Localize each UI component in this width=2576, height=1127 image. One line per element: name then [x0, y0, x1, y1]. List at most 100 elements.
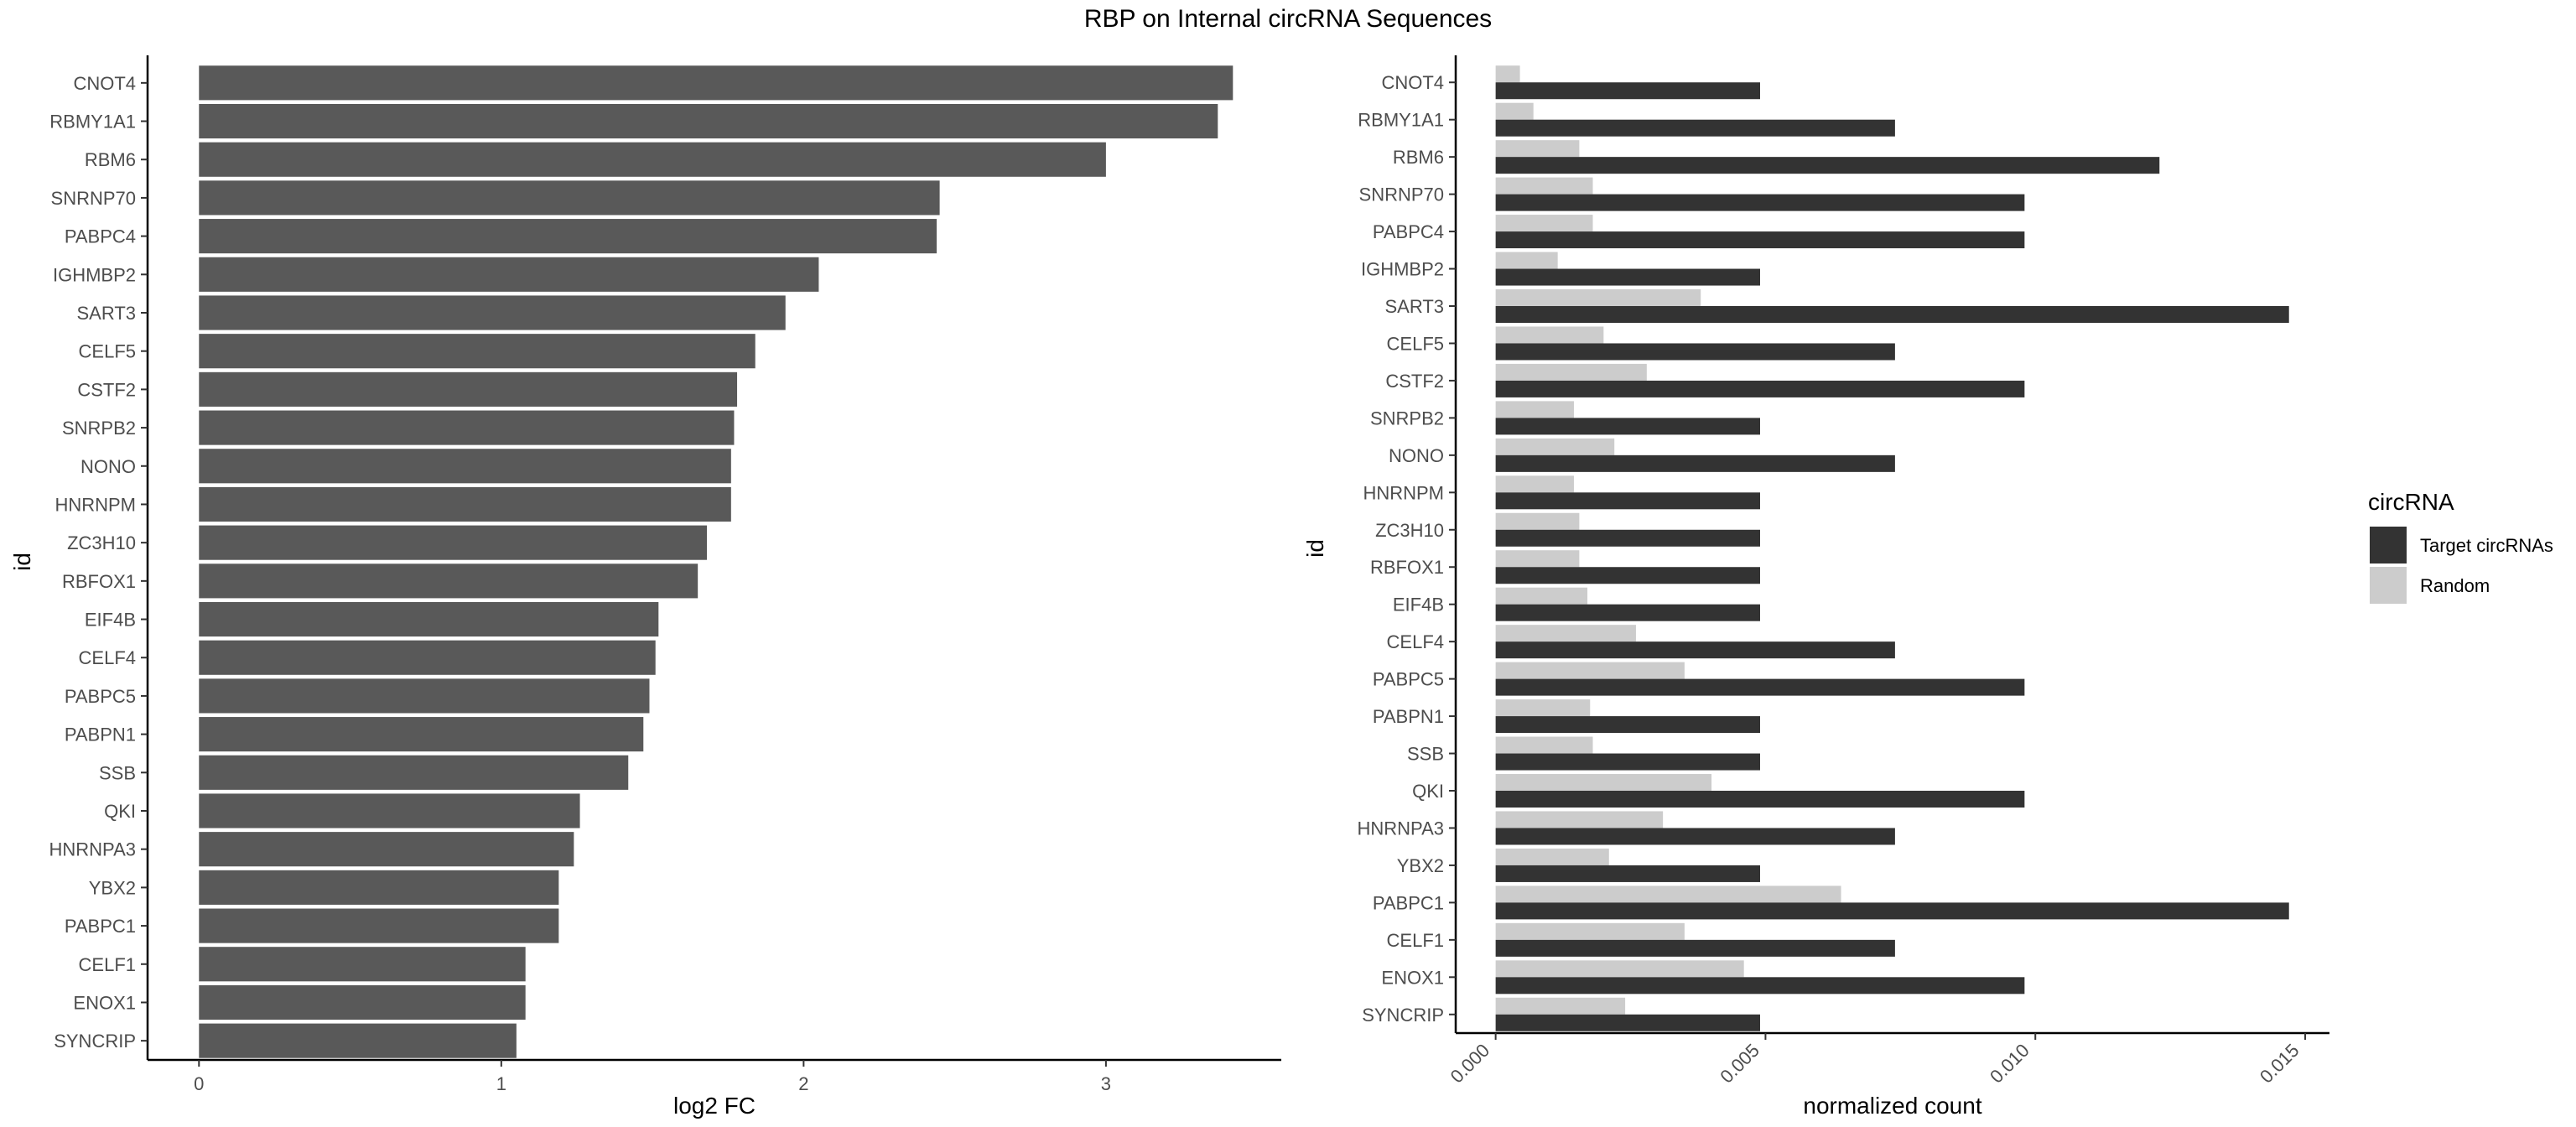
bar-target-ighmbp2	[1495, 268, 1760, 286]
bar-random-pabpc1	[1495, 886, 1841, 903]
bar-target-pabpc5	[1495, 678, 2025, 696]
bar-pabpc4	[199, 219, 937, 254]
bar-snrpb2	[199, 410, 735, 445]
right-x-tick-label: 0.000	[1446, 1040, 1494, 1088]
right-y-tick-label: PABPC4	[1373, 221, 1444, 242]
bar-target-syncrip	[1495, 1014, 1760, 1031]
right-y-tick-label: CELF4	[1387, 631, 1444, 652]
bar-target-pabpn1	[1495, 716, 1760, 734]
bar-random-zc3h10	[1495, 512, 1580, 530]
right-y-tick-label: PABPC5	[1373, 669, 1444, 690]
left-x-axis-title: log2 FC	[673, 1093, 756, 1119]
right-y-tick-label: CELF5	[1387, 333, 1444, 354]
bar-celf4	[199, 640, 656, 675]
bar-target-celf5	[1495, 343, 1895, 361]
bar-random-pabpn1	[1495, 699, 1591, 717]
left-x-tick-label: 2	[798, 1073, 808, 1094]
left-y-tick-label: QKI	[104, 801, 136, 822]
left-y-tick-label: PABPN1	[65, 724, 136, 745]
right-y-tick-label: ENOX1	[1381, 967, 1444, 988]
legend-label-random: Random	[2420, 575, 2490, 596]
legend-key-target	[2370, 527, 2407, 564]
bar-random-syncrip	[1495, 997, 1626, 1015]
right-y-tick-labels: CNOT4 RBMY1A1 RBM6 SNRNP70 PABPC4 IGHMBP2 SART…	[1357, 72, 1456, 1026]
bar-enox1	[199, 984, 526, 1021]
right-y-tick-label: RBM6	[1393, 147, 1444, 168]
chart-title: RBP on Internal circRNA Sequences	[1084, 5, 1492, 33]
right-y-tick-label: ZC3H10	[1375, 520, 1444, 541]
left-y-tick-label: RBM6	[85, 149, 136, 170]
left-y-tick-label: SNRNP70	[51, 188, 136, 209]
right-y-tick-label: CNOT4	[1381, 72, 1444, 93]
left-y-tick-label: SART3	[76, 303, 136, 324]
bar-random-ybx2	[1495, 848, 1609, 865]
bar-target-cstf2	[1495, 380, 2025, 397]
bar-random-hnrnpm	[1495, 475, 1574, 493]
right-x-ticks: 0.000 0.005 0.010 0.015	[1446, 1033, 2307, 1088]
bar-random-enox1	[1495, 960, 1744, 978]
left-y-tick-labels: CNOT4 RBMY1A1 RBM6 SNRNP70 PABPC4 IGHMBP2 SART…	[49, 73, 148, 1052]
right-y-tick-label: PABPN1	[1373, 706, 1444, 727]
right-y-tick-label: RBFOX1	[1370, 557, 1444, 578]
bar-random-eif4b	[1495, 587, 1588, 605]
bar-ssb	[199, 755, 629, 790]
right-panel: CNOT4 RBMY1A1 RBM6 SNRNP70 PABPC4 IGHMBP2 SART…	[1302, 55, 2329, 1119]
bar-rbfox1	[199, 564, 699, 599]
left-y-tick-label: PABPC4	[65, 226, 136, 247]
bar-random-cnot4	[1495, 65, 1520, 83]
left-y-axis-title: id	[9, 553, 35, 571]
bar-nono	[199, 449, 731, 484]
bar-random-rbm6	[1495, 140, 1580, 158]
left-y-tick-label: IGHMBP2	[53, 264, 136, 285]
legend-label-target: Target circRNAs	[2420, 535, 2553, 556]
right-y-tick-label: CSTF2	[1385, 371, 1444, 392]
bar-pabpc5	[199, 678, 650, 714]
bar-random-rbmy1a1	[1495, 102, 1534, 120]
left-x-tick-label: 3	[1101, 1073, 1111, 1094]
right-x-tick-label: 0.015	[2256, 1040, 2303, 1088]
bar-random-qki	[1495, 773, 1712, 791]
bar-target-ssb	[1495, 753, 1760, 771]
bar-snrnp70	[199, 180, 940, 216]
bar-celf5	[199, 334, 756, 369]
bar-random-ighmbp2	[1495, 252, 1558, 269]
bar-rbm6	[199, 142, 1106, 177]
right-y-tick-label: SNRNP70	[1359, 184, 1444, 205]
bar-random-celf5	[1495, 326, 1604, 344]
right-y-tick-label: HNRNPA3	[1357, 818, 1444, 839]
bar-random-nono	[1495, 438, 1615, 455]
right-y-tick-label: SYNCRIP	[1362, 1005, 1444, 1026]
bar-eif4b	[199, 601, 659, 637]
bar-target-enox1	[1495, 977, 2025, 995]
bar-pabpc1	[199, 908, 559, 943]
right-y-axis-title: id	[1302, 539, 1328, 558]
bar-hnrnpm	[199, 486, 731, 522]
bar-random-snrpb2	[1495, 401, 1574, 418]
left-y-tick-label: RBMY1A1	[49, 112, 136, 132]
left-y-tick-label: SSB	[99, 762, 136, 783]
bar-pabpn1	[199, 717, 644, 752]
legend-title: circRNA	[2368, 489, 2454, 515]
bar-hnrnpa3	[199, 832, 574, 867]
right-y-tick-label: HNRNPM	[1363, 482, 1444, 503]
bar-target-celf4	[1495, 641, 1895, 659]
bar-target-ybx2	[1495, 865, 1760, 882]
right-y-tick-label: CELF1	[1387, 930, 1444, 951]
bar-target-pabpc4	[1495, 231, 2025, 249]
bar-rbmy1a1	[199, 103, 1218, 139]
left-y-tick-label: SYNCRIP	[54, 1031, 136, 1052]
bar-target-celf1	[1495, 939, 1895, 957]
right-y-tick-label: SSB	[1407, 744, 1444, 765]
legend-key-random	[2370, 567, 2407, 604]
left-y-tick-label: CNOT4	[73, 73, 136, 94]
bar-target-snrnp70	[1495, 194, 2025, 211]
left-y-tick-label: YBX2	[89, 877, 136, 898]
left-x-ticks: 0 1 2 3	[194, 1060, 1111, 1094]
right-x-axis-title: normalized count	[1803, 1093, 1981, 1119]
right-y-tick-label: IGHMBP2	[1361, 259, 1444, 280]
bar-target-pabpc1	[1495, 902, 2289, 920]
bar-target-qki	[1495, 791, 2025, 808]
left-y-tick-label: PABPC1	[65, 916, 136, 937]
bar-cstf2	[199, 371, 738, 407]
